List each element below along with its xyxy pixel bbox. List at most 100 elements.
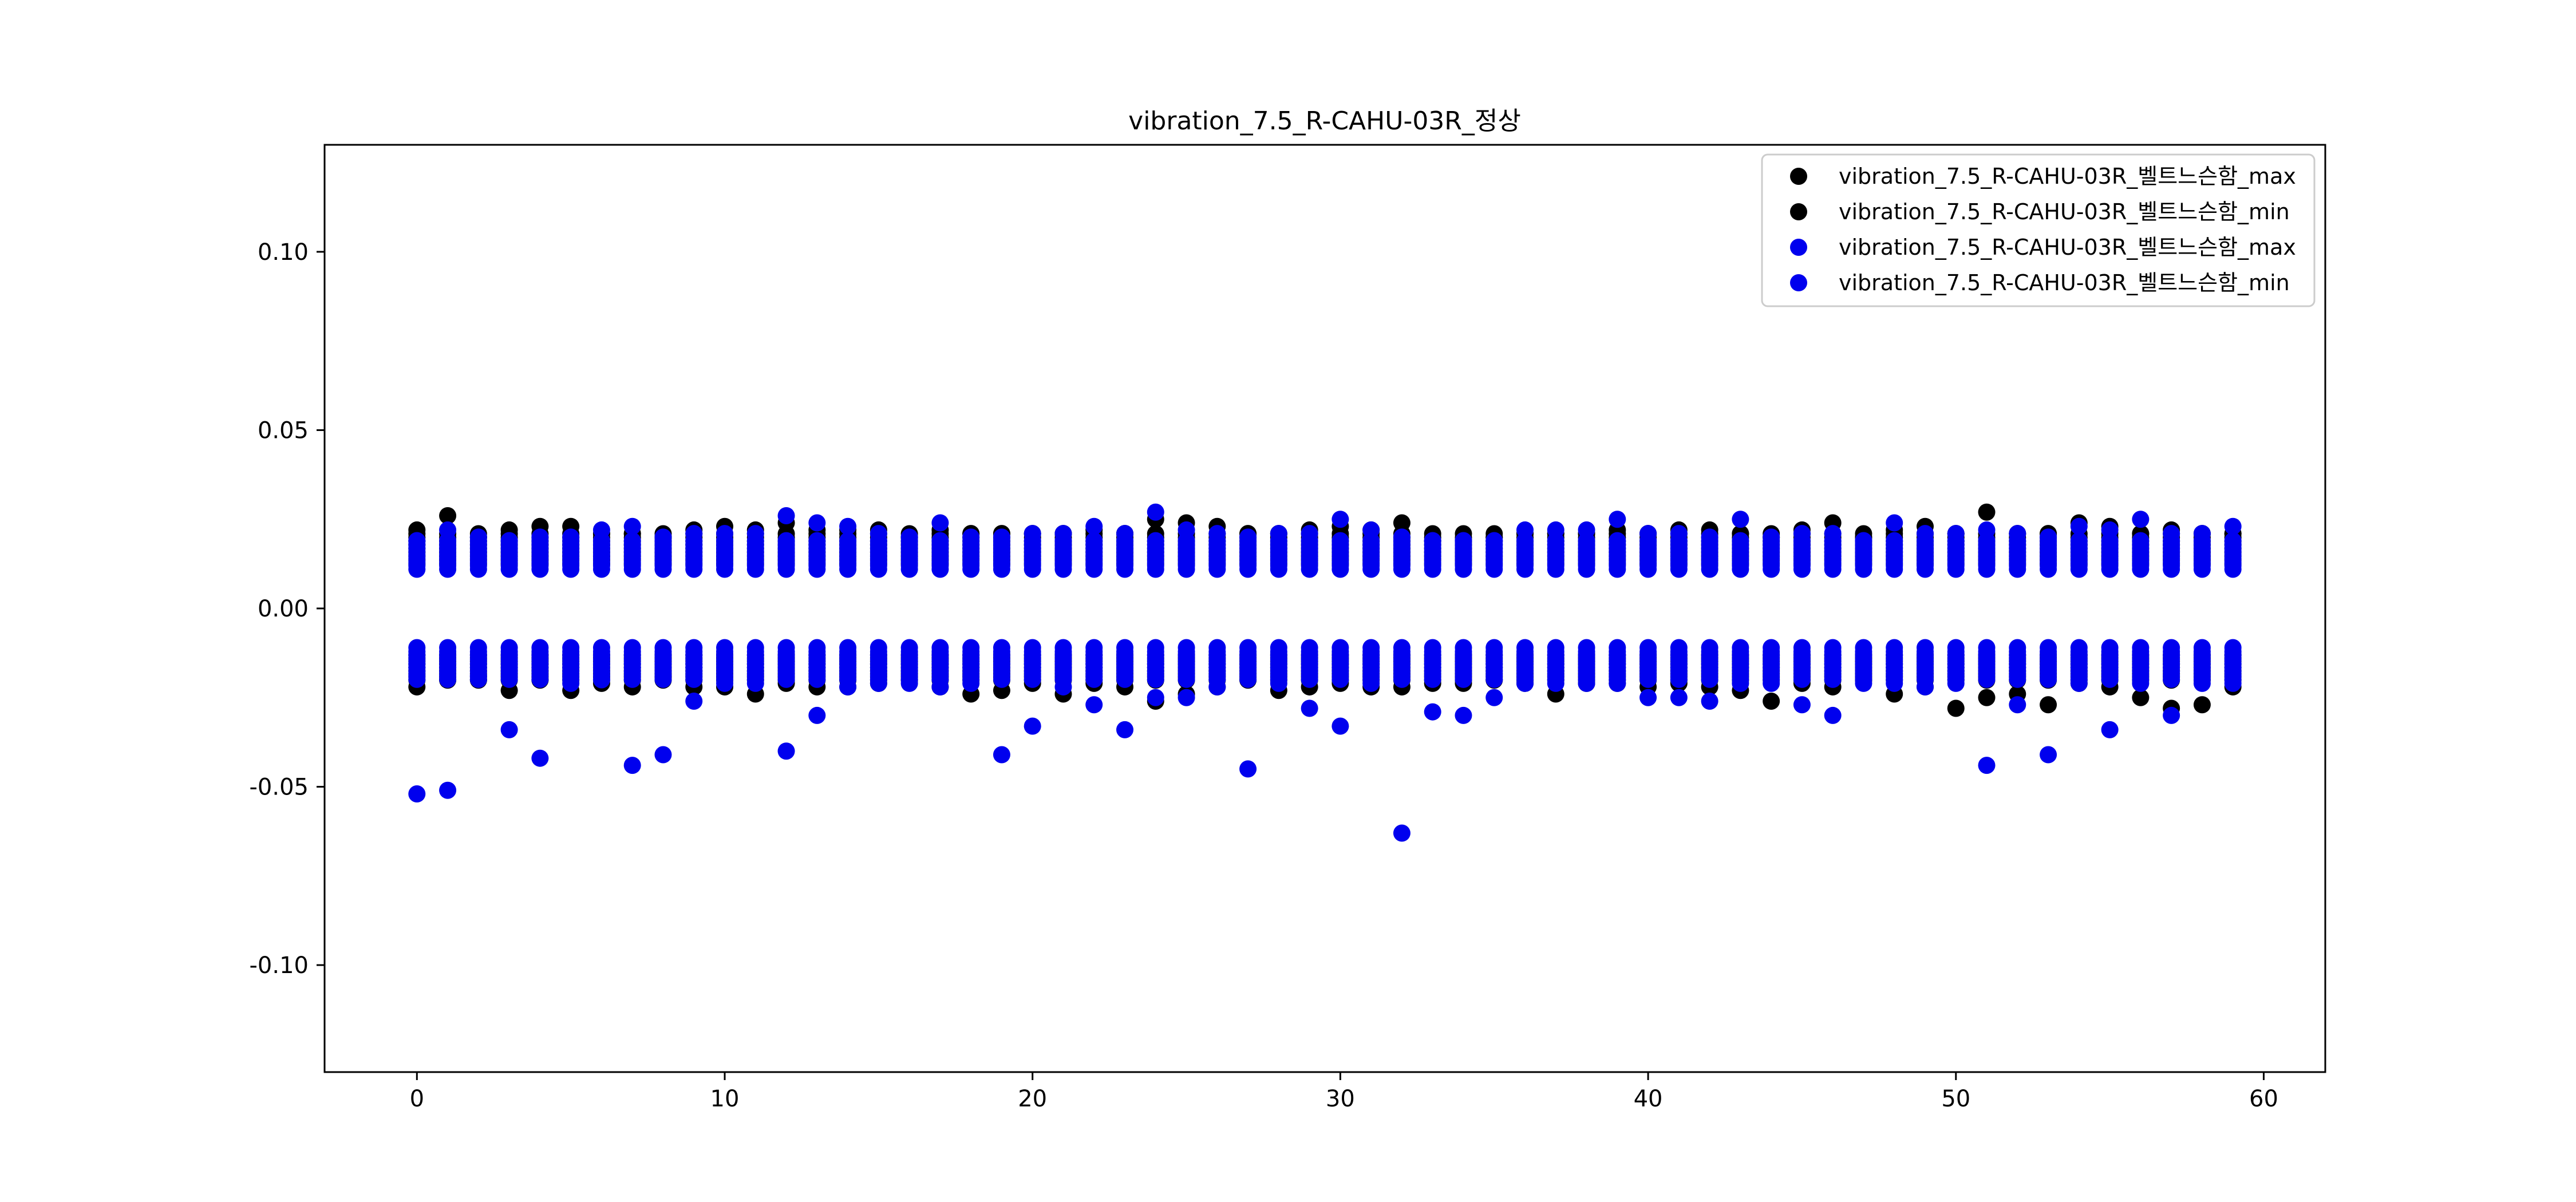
x-tick-label: 0 [410,1086,424,1112]
series-3-column [1947,639,1965,692]
data-point [962,528,980,546]
series-3-column [1793,639,1811,714]
series-2-column [2101,521,2119,578]
series-2-column [562,528,580,578]
data-point [1824,706,1842,724]
series-3-column [500,639,518,738]
data-point [1393,528,1411,546]
data-point [1917,639,1934,657]
series-2-column [2070,517,2088,578]
data-point [1393,639,1411,657]
data-point [1947,699,1965,717]
data-point [1116,639,1133,657]
series-2-column [1978,521,1996,578]
data-point [531,528,549,546]
series-2-column [1824,525,1842,578]
data-point [746,525,764,543]
data-point [1763,528,1780,546]
data-point [1239,639,1257,657]
data-point [1947,639,1965,657]
data-point [1332,639,1349,657]
data-point [1670,689,1688,706]
data-point [716,639,733,657]
series-2-column [500,532,518,578]
data-point [2101,639,2119,657]
data-point [469,639,487,657]
series-3-column [685,639,703,710]
data-point [1516,639,1534,657]
data-point [408,785,426,802]
series-3-column [2224,639,2242,692]
series-3-column [839,639,857,696]
data-point [1270,525,1287,543]
series-2-column [870,525,887,578]
data-point [1485,532,1503,549]
data-point [623,532,641,549]
series-2-column [592,521,610,578]
series-3-column [1239,639,1257,778]
data-point [685,639,703,657]
data-point [685,525,703,543]
data-point [808,639,826,657]
x-tick-label: 50 [1941,1086,1970,1112]
series-3-column [1886,639,1903,692]
series-2-column [839,517,857,578]
series-2-column [1208,525,1226,578]
data-point [2132,532,2150,549]
data-point [900,639,918,657]
data-point [1178,521,1195,539]
data-point [1054,525,1072,543]
series-3-column [2163,639,2180,724]
data-point [2132,511,2150,528]
data-point [1270,639,1287,657]
series-2-column [654,528,672,578]
series-2-column [777,507,795,578]
series-2-column [1732,511,1749,578]
series-3-column [2040,639,2057,764]
data-point [1670,639,1688,657]
series-2-column [2193,525,2211,578]
data-point [1332,532,1349,549]
series-2-column [1054,525,1072,578]
data-point [2193,696,2211,714]
data-point [1978,639,1996,657]
series-3-column [592,639,610,689]
series-2-column [808,514,826,578]
data-point [1208,639,1226,657]
series-2-column [1763,528,1780,578]
legend-marker [1790,203,1807,220]
series-3-column [777,639,795,760]
data-point [408,639,426,657]
data-point [439,507,457,524]
series-3-column [716,639,733,692]
data-point [1239,760,1257,778]
data-point [993,746,1010,764]
series-2-column [1855,532,1872,578]
data-point [1670,525,1688,543]
data-point [623,517,641,535]
data-point [1424,532,1441,549]
data-point [1301,699,1318,717]
data-point [1362,521,1380,539]
data-point [562,528,580,546]
series-3-column [1393,639,1411,842]
data-point [1178,689,1195,706]
data-point [1301,525,1318,543]
data-point [1793,696,1811,714]
data-point [1147,689,1164,706]
series-3-column [1855,639,1872,692]
data-point [654,528,672,546]
series-3-column [2070,639,2088,692]
data-point [2009,696,2026,714]
series-2-column [993,528,1010,578]
series-3-column [1208,639,1226,696]
series-3-column [962,639,980,692]
series-3-column [993,639,1010,764]
series-3-column [2132,639,2150,692]
series-2-column [1485,532,1503,578]
data-point [870,639,887,657]
data-point [1639,689,1657,706]
data-point [2070,532,2088,549]
data-point [1393,514,1411,532]
